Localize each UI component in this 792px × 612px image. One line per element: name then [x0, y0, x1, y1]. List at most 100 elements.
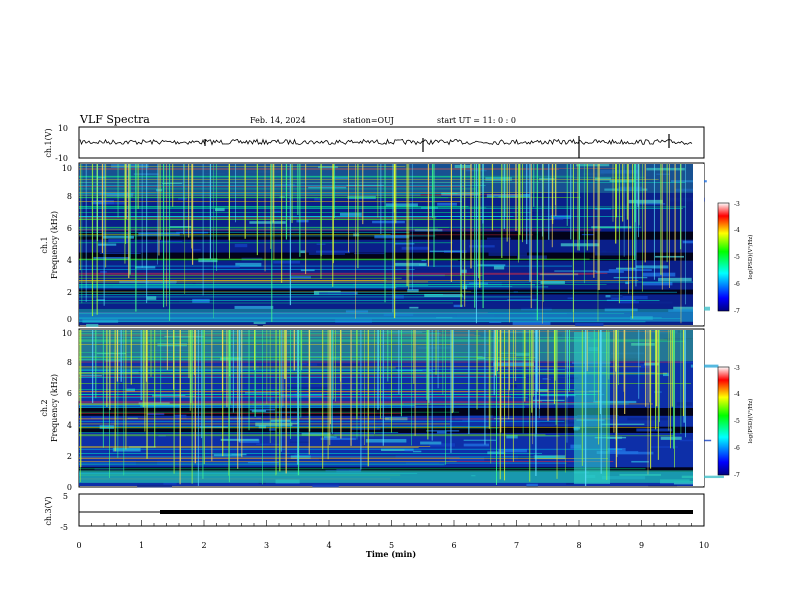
ch1-spec-ylabel-line2: Frequency (kHz): [50, 211, 59, 279]
spec-texture: [506, 434, 518, 439]
spec-texture: [550, 215, 571, 219]
spec-texture: [247, 461, 279, 464]
spec-texture: [540, 281, 565, 284]
spec-texture: [139, 201, 170, 204]
spec-texture: [503, 403, 530, 406]
start-time-label: start UT = 11: 0 : 0: [437, 116, 516, 125]
spec-texture: [493, 418, 514, 420]
spec-texture: [308, 186, 347, 189]
ch2-spectrogram-panel: 0 2 4 6 8 10 ch.2 Frequency (kHz): [40, 328, 724, 492]
spec-texture: [673, 306, 710, 311]
spec-texture: [270, 419, 291, 422]
ch2-cbar-tick-m7: -7: [734, 472, 740, 479]
spec-dark-band: [79, 467, 693, 472]
spec-burst-block: [574, 332, 610, 484]
spec-texture: [548, 377, 579, 380]
spec-texture: [93, 256, 130, 260]
spec-texture: [401, 246, 430, 250]
spec-texture: [320, 437, 356, 440]
spec-texture: [199, 426, 228, 428]
ch1-cbar-label: log(PSD)(V²/Hz): [747, 235, 754, 280]
spec-texture: [381, 448, 414, 451]
spec-texture: [163, 482, 177, 485]
spec-texture: [608, 269, 652, 272]
ch1-spectrogram-panel: 0 2 4 6 8 10 ch.1 Frequency (kHz): [40, 162, 710, 327]
time-tick-label: 0: [76, 541, 81, 550]
spec-texture: [488, 282, 526, 285]
spec-texture: [189, 199, 199, 202]
spec-texture: [675, 188, 700, 192]
spec-texture: [556, 333, 562, 337]
time-tick-label: 5: [389, 541, 394, 550]
spec-texture: [105, 359, 122, 362]
spec-texture: [418, 263, 426, 266]
spec-texture: [339, 212, 362, 216]
spec-texture: [394, 242, 415, 245]
time-tick-label: 10: [699, 541, 709, 550]
spec-texture: [660, 436, 682, 440]
spec-texture: [103, 233, 131, 235]
spec-texture: [610, 294, 623, 298]
ch2-cbar-tick-m4: -4: [734, 391, 740, 398]
time-tick-label: 4: [326, 541, 331, 550]
spec-texture: [538, 389, 548, 392]
spec-texture: [256, 443, 280, 446]
ch2-spec-ytick-8: 8: [67, 358, 72, 367]
spec-texture: [133, 173, 159, 175]
ch3-trace-thick: [160, 510, 693, 514]
spec-low-band: [79, 308, 693, 322]
spec-texture: [99, 425, 114, 429]
spec-texture: [642, 281, 673, 286]
spec-texture: [148, 349, 192, 351]
spec-texture: [273, 210, 281, 213]
spec-texture: [282, 353, 309, 357]
spec-texture: [213, 454, 243, 457]
spec-texture: [560, 243, 600, 247]
spec-texture: [205, 172, 225, 175]
spec-texture: [97, 177, 106, 179]
spec-texture: [426, 430, 460, 432]
spec-texture: [158, 241, 183, 243]
spec-texture: [412, 450, 422, 453]
spec-texture: [488, 252, 527, 256]
spec-texture: [192, 298, 210, 303]
spec-texture: [278, 357, 296, 360]
spec-texture: [330, 342, 354, 345]
spec-texture: [420, 441, 442, 445]
spec-texture: [238, 439, 260, 443]
spec-texture: [611, 352, 645, 355]
spec-texture: [575, 164, 610, 167]
spec-texture: [567, 297, 574, 300]
spec-texture: [461, 269, 467, 274]
spec-texture: [127, 417, 138, 419]
spec-texture: [581, 233, 595, 236]
spec-texture: [395, 262, 427, 266]
spec-texture: [353, 252, 385, 255]
spec-texture: [486, 193, 530, 198]
spec-texture: [214, 207, 225, 212]
time-tick-label: 9: [639, 541, 644, 550]
time-tick-label: 7: [514, 541, 519, 550]
ch2-spectrogram-image: [78, 330, 724, 488]
ch2-cbar-tick-m6: -6: [734, 445, 740, 452]
spec-texture: [594, 251, 637, 256]
date-label: Feb. 14, 2024: [250, 116, 306, 125]
spec-texture: [286, 386, 329, 391]
spec-texture: [178, 197, 187, 200]
spec-texture: [463, 439, 497, 441]
spec-texture: [138, 402, 170, 405]
ch1-cbar-tick-m4: -4: [734, 227, 740, 234]
spec-texture: [314, 198, 323, 201]
ch1-colorbar: -3 -4 -5 -6 -7 log(PSD)(V²/Hz): [717, 201, 754, 315]
spec-texture: [453, 304, 463, 308]
spec-texture: [648, 484, 678, 487]
spec-texture: [658, 277, 692, 282]
spec-texture: [255, 422, 293, 427]
spec-texture: [100, 270, 107, 274]
ch2-colorbar-gradient: [717, 366, 730, 476]
spec-texture: [176, 201, 215, 204]
spec-texture: [625, 281, 630, 285]
spec-texture: [493, 265, 505, 270]
spec-texture: [291, 422, 299, 425]
ch1-spec-ytick-6: 6: [67, 224, 72, 233]
